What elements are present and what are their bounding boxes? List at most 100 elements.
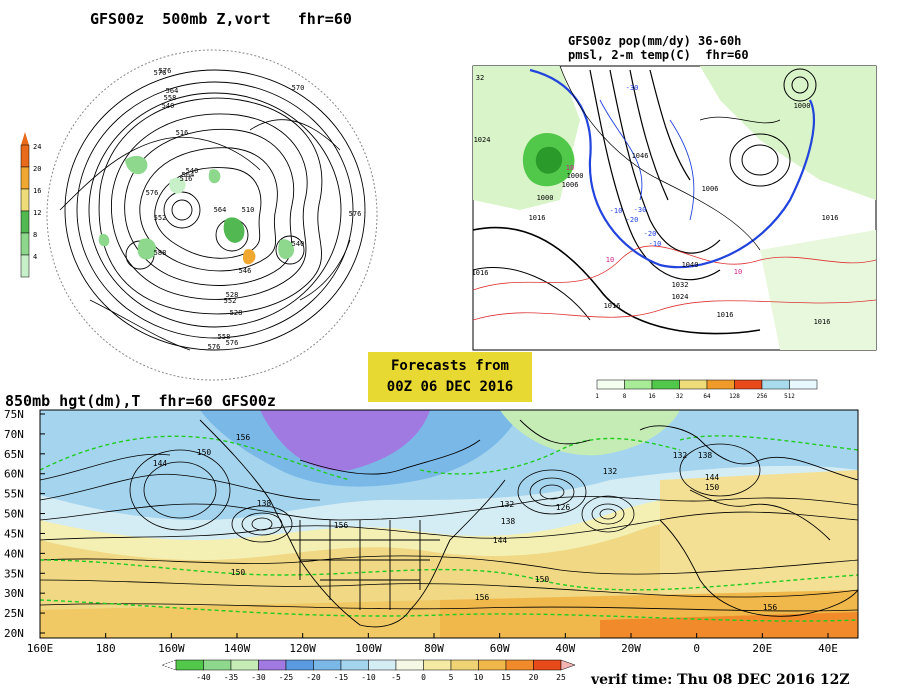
precip-field-label: 1016 bbox=[717, 311, 734, 319]
precip-colorbar-swatch bbox=[624, 379, 653, 390]
temperature-colorbar-swatch bbox=[450, 659, 479, 671]
hemisphere-outline bbox=[46, 49, 378, 381]
hemisphere-contour-label: 510 bbox=[242, 206, 255, 214]
latitude-tick-label: 75N bbox=[4, 408, 24, 421]
latitude-tick-label: 35N bbox=[4, 567, 24, 580]
latitude-tick-label: 60N bbox=[4, 468, 24, 481]
precip-field-label: 32 bbox=[476, 74, 484, 82]
hemisphere-contour-label: 558 bbox=[218, 333, 231, 341]
hemisphere-contour-label: 540 bbox=[162, 102, 175, 110]
temperature-colorbar-label: -15 bbox=[334, 673, 349, 682]
hemisphere-contour-label: 516 bbox=[180, 175, 193, 183]
hemisphere-contour-label: 552 bbox=[224, 297, 237, 305]
precip-colorbar-swatch bbox=[789, 379, 818, 390]
temperature-colorbar-swatch bbox=[478, 659, 507, 671]
precip-field-label: -20 bbox=[626, 216, 639, 224]
hemisphere-colorbar-swatch bbox=[20, 254, 30, 278]
main-height-label: 150 bbox=[197, 448, 212, 457]
precip-field-label: 1016 bbox=[822, 214, 839, 222]
precip-colorbar-swatch bbox=[679, 379, 708, 390]
precip-colorbar-label: 256 bbox=[757, 393, 768, 400]
precip-title-line-2: pmsl, 2-m temp(C) fhr=60 bbox=[568, 48, 749, 62]
longitude-tick-label: 140W bbox=[224, 642, 251, 655]
latitude-tick-label: 20N bbox=[4, 627, 24, 640]
main-height-label: 138 bbox=[501, 517, 516, 526]
hemisphere-colorbar-swatch bbox=[20, 166, 30, 190]
precip-field-label: 1016 bbox=[472, 269, 489, 277]
precip-colorbar-label: 1 bbox=[595, 393, 599, 400]
main-height-label: 126 bbox=[556, 503, 571, 512]
hemisphere-contour-label: 576 bbox=[159, 67, 172, 75]
precip-field-label: 1000 bbox=[537, 194, 554, 202]
temperature-colorbar-swatch bbox=[285, 659, 314, 671]
main-height-label: 150 bbox=[231, 568, 246, 577]
hemisphere-panel: 5765645585405165285525765705765765525405… bbox=[20, 49, 378, 381]
temperature-colorbar-swatch bbox=[203, 659, 232, 671]
temperature-colorbar-swatch bbox=[423, 659, 452, 671]
precip-colorbar-label: 512 bbox=[784, 393, 795, 400]
hemisphere-colorbar-swatch bbox=[20, 210, 30, 234]
hemisphere-colorbar-label: 16 bbox=[33, 187, 41, 195]
precip-colorbar-swatch bbox=[734, 379, 763, 390]
temperature-colorbar-swatch bbox=[175, 659, 204, 671]
hemisphere-contour-label: 576 bbox=[146, 189, 159, 197]
precip-fields bbox=[473, 66, 876, 350]
temperature-colorbar-label: 20 bbox=[529, 673, 539, 682]
main-height-label: 150 bbox=[705, 483, 720, 492]
precip-field-label: 1016 bbox=[604, 302, 621, 310]
precip-colorbar-swatch bbox=[651, 379, 680, 390]
precip-field-labels: 1016102410061000100010161046100610401032… bbox=[472, 74, 839, 326]
hemisphere-contour-label: 540 bbox=[292, 240, 305, 248]
latitude-tick-label: 40N bbox=[4, 547, 24, 560]
hemisphere-colorbar-swatch bbox=[20, 188, 30, 212]
hemisphere-contour-label: 528 bbox=[230, 309, 243, 317]
precip-colorbar-swatch bbox=[761, 379, 790, 390]
main-height-label: 144 bbox=[493, 536, 508, 545]
precip-field-label: 1016 bbox=[814, 318, 831, 326]
precip-field-label: 1024 bbox=[474, 136, 491, 144]
hemisphere-colorbar-arrow bbox=[21, 132, 29, 145]
hemisphere-contour-label: 516 bbox=[176, 129, 189, 137]
temperature-colorbar-swatch bbox=[258, 659, 287, 671]
temperature-colorbar-label: 5 bbox=[449, 673, 454, 682]
temperature-colorbar-label: 10 bbox=[474, 673, 484, 682]
longitude-tick-label: 60W bbox=[490, 642, 510, 655]
main-map-fields bbox=[40, 410, 858, 638]
hemisphere-colorbar-label: 4 bbox=[33, 253, 37, 261]
precip-colorbar-label: 64 bbox=[703, 393, 711, 400]
temperature-colorbar-swatch bbox=[313, 659, 342, 671]
hemisphere-colorbar: 24 20 16 12 8 4 bbox=[20, 132, 41, 278]
precip-field-label: 1000 bbox=[794, 102, 811, 110]
main-height-label: 150 bbox=[535, 575, 550, 584]
hemisphere-contour-label: 564 bbox=[182, 171, 195, 179]
latitude-tick-label: 70N bbox=[4, 428, 24, 441]
temperature-colorbar-label: -20 bbox=[306, 673, 321, 682]
latitude-tick-label: 25N bbox=[4, 607, 24, 620]
precip-colorbar-swatch bbox=[596, 379, 625, 390]
temperature-colorbar-label: -25 bbox=[279, 673, 294, 682]
precip-field-label: 1000 bbox=[567, 172, 584, 180]
hemisphere-contour-label: 576 bbox=[349, 210, 362, 218]
precip-field-label: 1024 bbox=[672, 293, 689, 301]
main-height-label: 144 bbox=[153, 459, 168, 468]
main-height-label: 132 bbox=[603, 467, 618, 476]
temperature-colorbar-swatch bbox=[533, 659, 562, 671]
hemisphere-contour-label: 552 bbox=[154, 214, 167, 222]
precip-field-label: -10 bbox=[610, 207, 623, 215]
main-map-title: 850mb hgt(dm),T fhr=60 GFS00z bbox=[5, 392, 276, 410]
main-height-label: 138 bbox=[257, 499, 272, 508]
longitude-tick-label: 160E bbox=[27, 642, 54, 655]
hemisphere-contour-label: 540 bbox=[186, 167, 199, 175]
main-height-label: 156 bbox=[763, 603, 778, 612]
temperature-colorbar-swatch bbox=[340, 659, 369, 671]
hemisphere-colorbar-swatch bbox=[20, 144, 30, 168]
main-map-frame bbox=[39, 409, 859, 639]
hemisphere-colorbar-swatch bbox=[20, 232, 30, 256]
main-height-label: 132 bbox=[673, 451, 688, 460]
longitude-tick-label: 20E bbox=[752, 642, 772, 655]
longitude-tick-label: 100W bbox=[355, 642, 382, 655]
hemisphere-panel-title: GFS00z 500mb Z,vort fhr=60 bbox=[90, 10, 352, 28]
hemisphere-colorbar-label: 24 bbox=[33, 143, 41, 151]
hemisphere-contour-label: 558 bbox=[164, 94, 177, 102]
